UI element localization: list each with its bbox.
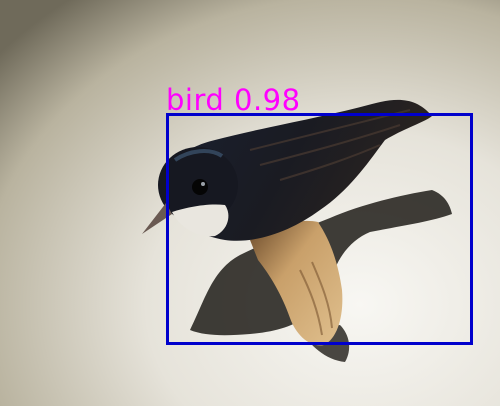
- wood-perch: [250, 220, 343, 346]
- detection-bounding-box: [166, 113, 473, 345]
- detection-label: bird 0.98: [166, 83, 301, 117]
- bird-beak: [142, 203, 172, 234]
- eye-highlight: [201, 182, 205, 186]
- bird-throat: [172, 204, 229, 237]
- head-sheen: [173, 149, 224, 162]
- perch-texture: [299, 261, 333, 336]
